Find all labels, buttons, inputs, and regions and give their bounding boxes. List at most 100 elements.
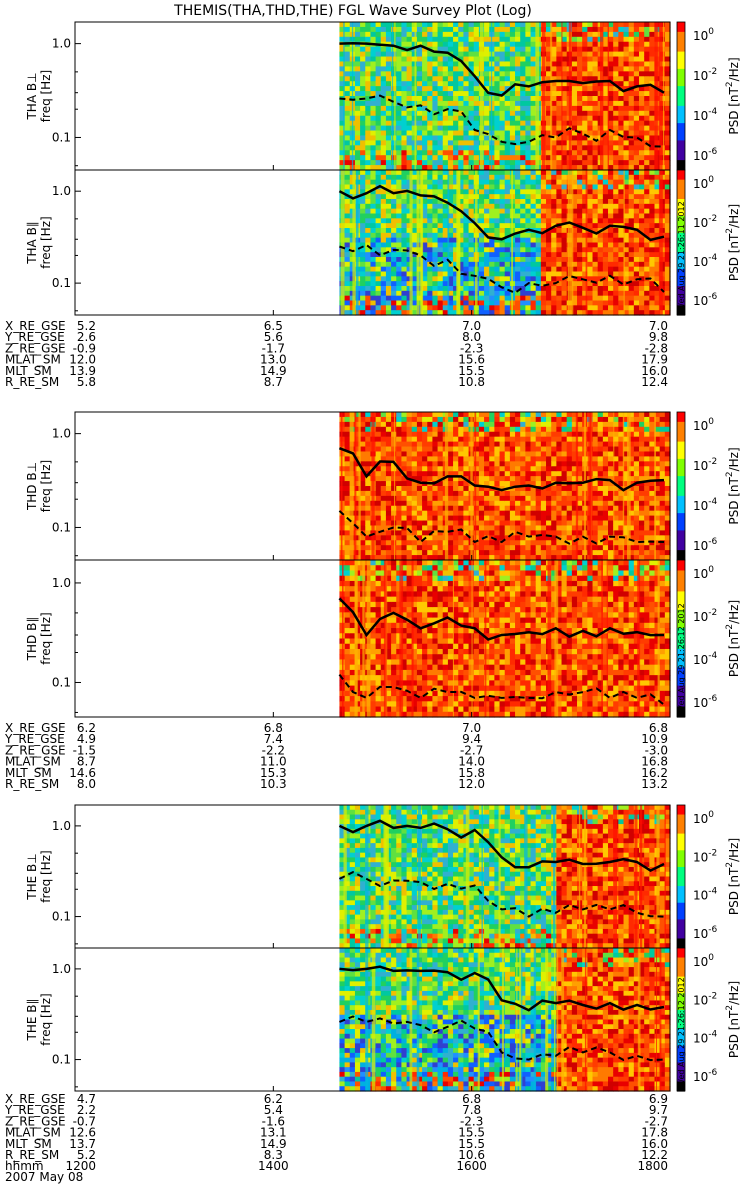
spectrogram-cell <box>500 86 506 92</box>
spectrogram-cell <box>407 22 413 28</box>
spectrogram-cell <box>608 233 614 238</box>
spectrogram-cell <box>381 247 387 252</box>
spectrogram-cell <box>608 257 614 262</box>
spectrogram-stripe <box>392 22 393 170</box>
spectrogram-cell <box>381 301 387 306</box>
spectrogram-cell <box>432 37 438 43</box>
spectrogram-cell <box>520 32 526 38</box>
spectrogram-cell <box>432 516 438 522</box>
spectrogram-cell <box>376 111 382 117</box>
spectrogram-cell <box>479 511 485 517</box>
spectrogram-cell <box>489 545 495 551</box>
spectrogram-cell <box>401 545 407 551</box>
spectrogram-cell <box>386 218 392 223</box>
spectrogram-cell <box>391 550 397 556</box>
spectrogram-cell <box>562 291 568 296</box>
spectrogram-cell <box>634 22 640 28</box>
spectrogram-cell <box>453 66 459 72</box>
spectrogram-cell <box>624 76 630 82</box>
spectrogram-cell <box>469 135 475 141</box>
spectrogram-cell <box>520 243 526 248</box>
spectrogram-cell <box>365 37 371 43</box>
spectrogram-cell <box>381 155 387 161</box>
spectrogram-cell <box>438 525 444 531</box>
spectrogram-cell <box>613 286 619 291</box>
spectrogram-cell <box>438 535 444 541</box>
spectrogram-cell <box>360 496 366 502</box>
spectrogram-cell <box>536 267 542 272</box>
spectrogram-cell <box>422 66 428 72</box>
spectrogram-cell <box>458 422 464 428</box>
spectrogram-cell <box>634 106 640 112</box>
spectrogram-cell <box>463 281 469 286</box>
spectrogram-cell <box>386 540 392 546</box>
spectrogram-cell <box>360 233 366 238</box>
spectrogram-cell <box>438 185 444 190</box>
spectrogram-cell <box>438 101 444 107</box>
spectrogram-cell <box>484 432 490 438</box>
spectrogram-cell <box>546 170 552 175</box>
spectrogram-cell <box>489 194 495 199</box>
spectrogram-cell <box>381 57 387 63</box>
spectrogram-cell <box>407 140 413 146</box>
spectrogram-cell <box>432 71 438 77</box>
spectrogram-cell <box>546 243 552 248</box>
spectrogram-stripe <box>480 22 484 170</box>
spectrogram-cell <box>572 116 578 122</box>
spectrogram-cell <box>401 160 407 166</box>
spectrogram-cell <box>510 96 516 102</box>
spectrogram-cell <box>494 150 500 156</box>
spectrogram-cell <box>391 417 397 423</box>
spectrogram-cell <box>479 185 485 190</box>
spectrogram-cell <box>345 281 351 286</box>
spectrogram-cell <box>644 267 650 272</box>
spectrogram-cell <box>427 252 433 257</box>
spectrogram-cell <box>531 233 537 238</box>
spectrogram-stripe <box>659 170 663 315</box>
spectrogram-cell <box>494 101 500 107</box>
spectrogram-cell <box>562 194 568 199</box>
spectrogram-cell <box>536 252 542 257</box>
spectrogram-cell <box>365 218 371 223</box>
spectrogram-cell <box>541 185 547 190</box>
spectrogram-cell <box>587 204 593 209</box>
spectrogram-cell <box>401 491 407 497</box>
spectrogram-cell <box>634 52 640 58</box>
spectrogram-cell <box>582 116 588 122</box>
spectrogram-cell <box>484 545 490 551</box>
spectrogram-cell <box>360 540 366 546</box>
spectrogram-cell <box>391 540 397 546</box>
spectrogram-cell <box>458 456 464 462</box>
spectrogram-cell <box>494 506 500 512</box>
spectrogram-cell <box>634 126 640 132</box>
spectrogram-cell <box>505 175 511 180</box>
spectrogram-cell <box>484 180 490 185</box>
spectrogram-cell <box>391 272 397 277</box>
spectrogram-cell <box>427 27 433 33</box>
spectrogram-cell <box>360 116 366 122</box>
spectrogram-cell <box>407 471 413 477</box>
spectrogram-cell <box>432 86 438 92</box>
spectrogram-cell <box>365 135 371 141</box>
spectrogram-cell <box>427 476 433 482</box>
spectrogram-cell <box>536 185 542 190</box>
spectrogram-cell <box>422 155 428 161</box>
spectrogram-cell <box>396 180 402 185</box>
spectrogram-cell <box>500 135 506 141</box>
spectrogram-cell <box>649 42 655 48</box>
spectrogram-cell <box>355 81 361 87</box>
spectrogram-cell <box>463 247 469 252</box>
spectrogram-cell <box>365 447 371 453</box>
spectrogram-cell <box>562 180 568 185</box>
spectrogram-cell <box>613 37 619 43</box>
spectrogram-cell <box>629 76 635 82</box>
spectrogram-cell <box>386 286 392 291</box>
spectrogram-cell <box>562 301 568 306</box>
spectrogram-cell <box>515 218 521 223</box>
spectrogram-cell <box>381 116 387 122</box>
spectrogram-cell <box>438 252 444 257</box>
spectrogram-cell <box>360 451 366 457</box>
spectrogram-cell <box>422 52 428 58</box>
spectrogram-cell <box>634 140 640 146</box>
spectrogram-cell <box>463 432 469 438</box>
